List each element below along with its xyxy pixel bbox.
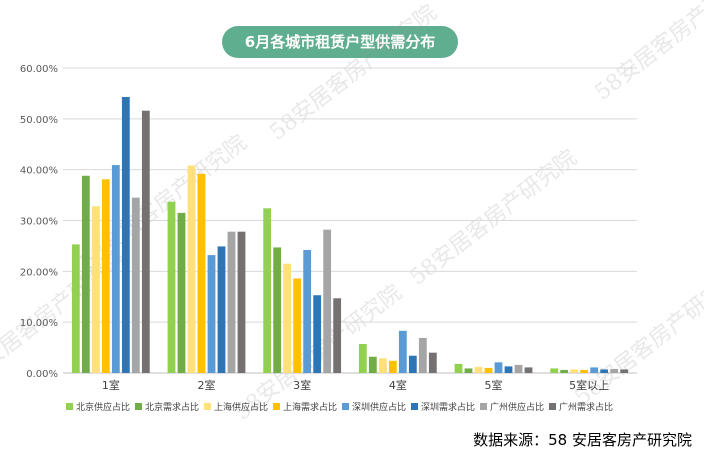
bar — [273, 247, 282, 373]
bar — [303, 249, 312, 373]
bar — [560, 369, 569, 373]
y-tick-label: 60.00% — [20, 64, 58, 75]
x-tick-label: 2室 — [198, 378, 216, 392]
legend-swatch — [204, 403, 211, 410]
legend-swatch — [480, 403, 487, 410]
x-tick-label: 5室 — [485, 378, 503, 392]
y-tick-label: 10.00% — [20, 318, 58, 329]
legend-label: 广州供应占比 — [490, 401, 544, 413]
y-tick-label: 20.00% — [20, 267, 58, 278]
legend-label: 深圳供应占比 — [352, 401, 406, 413]
bar — [408, 355, 417, 373]
bar — [111, 165, 120, 373]
bar — [524, 367, 533, 373]
x-tick-label: 3室 — [293, 378, 311, 392]
bar — [177, 212, 186, 373]
bar — [368, 356, 377, 373]
bar — [81, 175, 90, 373]
bar — [388, 360, 397, 373]
bar — [550, 368, 559, 373]
bar — [514, 364, 523, 373]
bar — [398, 330, 407, 373]
x-tick-label: 1室 — [102, 378, 120, 392]
legend-swatch — [135, 403, 142, 410]
legend-label: 上海需求占比 — [283, 401, 337, 413]
x-tick-label: 4室 — [389, 378, 407, 392]
bar — [484, 367, 493, 373]
chart-title: 6月各城市租赁户型供需分布 — [222, 26, 458, 58]
legend-swatch — [66, 403, 73, 410]
bar — [600, 369, 609, 373]
bar — [418, 337, 427, 373]
y-tick-label: 30.00% — [20, 217, 58, 228]
bar — [141, 110, 150, 373]
y-tick-label: 0.00% — [26, 369, 58, 380]
legend-swatch — [273, 403, 280, 410]
x-tick-label: 5室以上 — [569, 378, 609, 392]
bar — [580, 369, 589, 373]
bar — [313, 295, 322, 373]
bar — [227, 231, 236, 373]
legend-label: 上海供应占比 — [214, 401, 268, 413]
bar — [207, 255, 216, 373]
legend-swatch — [411, 403, 418, 410]
y-tick-label: 50.00% — [20, 115, 58, 126]
bar — [167, 201, 176, 373]
bar — [217, 246, 226, 373]
legend-swatch — [342, 403, 349, 410]
bar — [187, 165, 196, 373]
bar — [263, 208, 272, 373]
bar — [131, 197, 140, 373]
legend-label: 北京需求占比 — [145, 401, 199, 413]
legend-label: 深圳需求占比 — [421, 401, 475, 413]
bar — [494, 362, 503, 373]
bar — [71, 244, 80, 373]
legend-label: 广州需求占比 — [559, 401, 613, 413]
bar — [121, 96, 130, 373]
bar — [504, 366, 513, 373]
bar — [464, 368, 473, 373]
bar — [378, 358, 387, 373]
bar — [590, 367, 599, 373]
bar — [570, 369, 579, 373]
legend-swatch — [549, 403, 556, 410]
bar — [454, 363, 463, 373]
bar — [610, 368, 619, 373]
data-source: 数据来源：58 安居客房产研究院 — [473, 431, 692, 449]
bar — [293, 278, 302, 373]
bar — [620, 369, 629, 373]
bar — [333, 298, 342, 373]
bar — [283, 263, 292, 373]
y-tick-label: 40.00% — [20, 166, 58, 177]
bar — [323, 229, 332, 373]
bar — [358, 344, 367, 373]
bar — [91, 206, 100, 373]
bar — [197, 173, 206, 373]
bar — [428, 352, 437, 373]
bar — [474, 366, 483, 373]
legend-label: 北京供应占比 — [76, 401, 130, 413]
bar — [237, 231, 246, 373]
bar — [101, 179, 110, 373]
